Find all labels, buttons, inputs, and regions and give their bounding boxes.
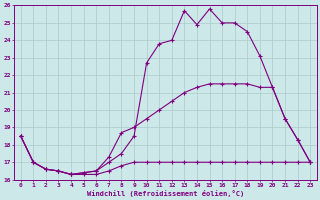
X-axis label: Windchill (Refroidissement éolien,°C): Windchill (Refroidissement éolien,°C): [87, 190, 244, 197]
